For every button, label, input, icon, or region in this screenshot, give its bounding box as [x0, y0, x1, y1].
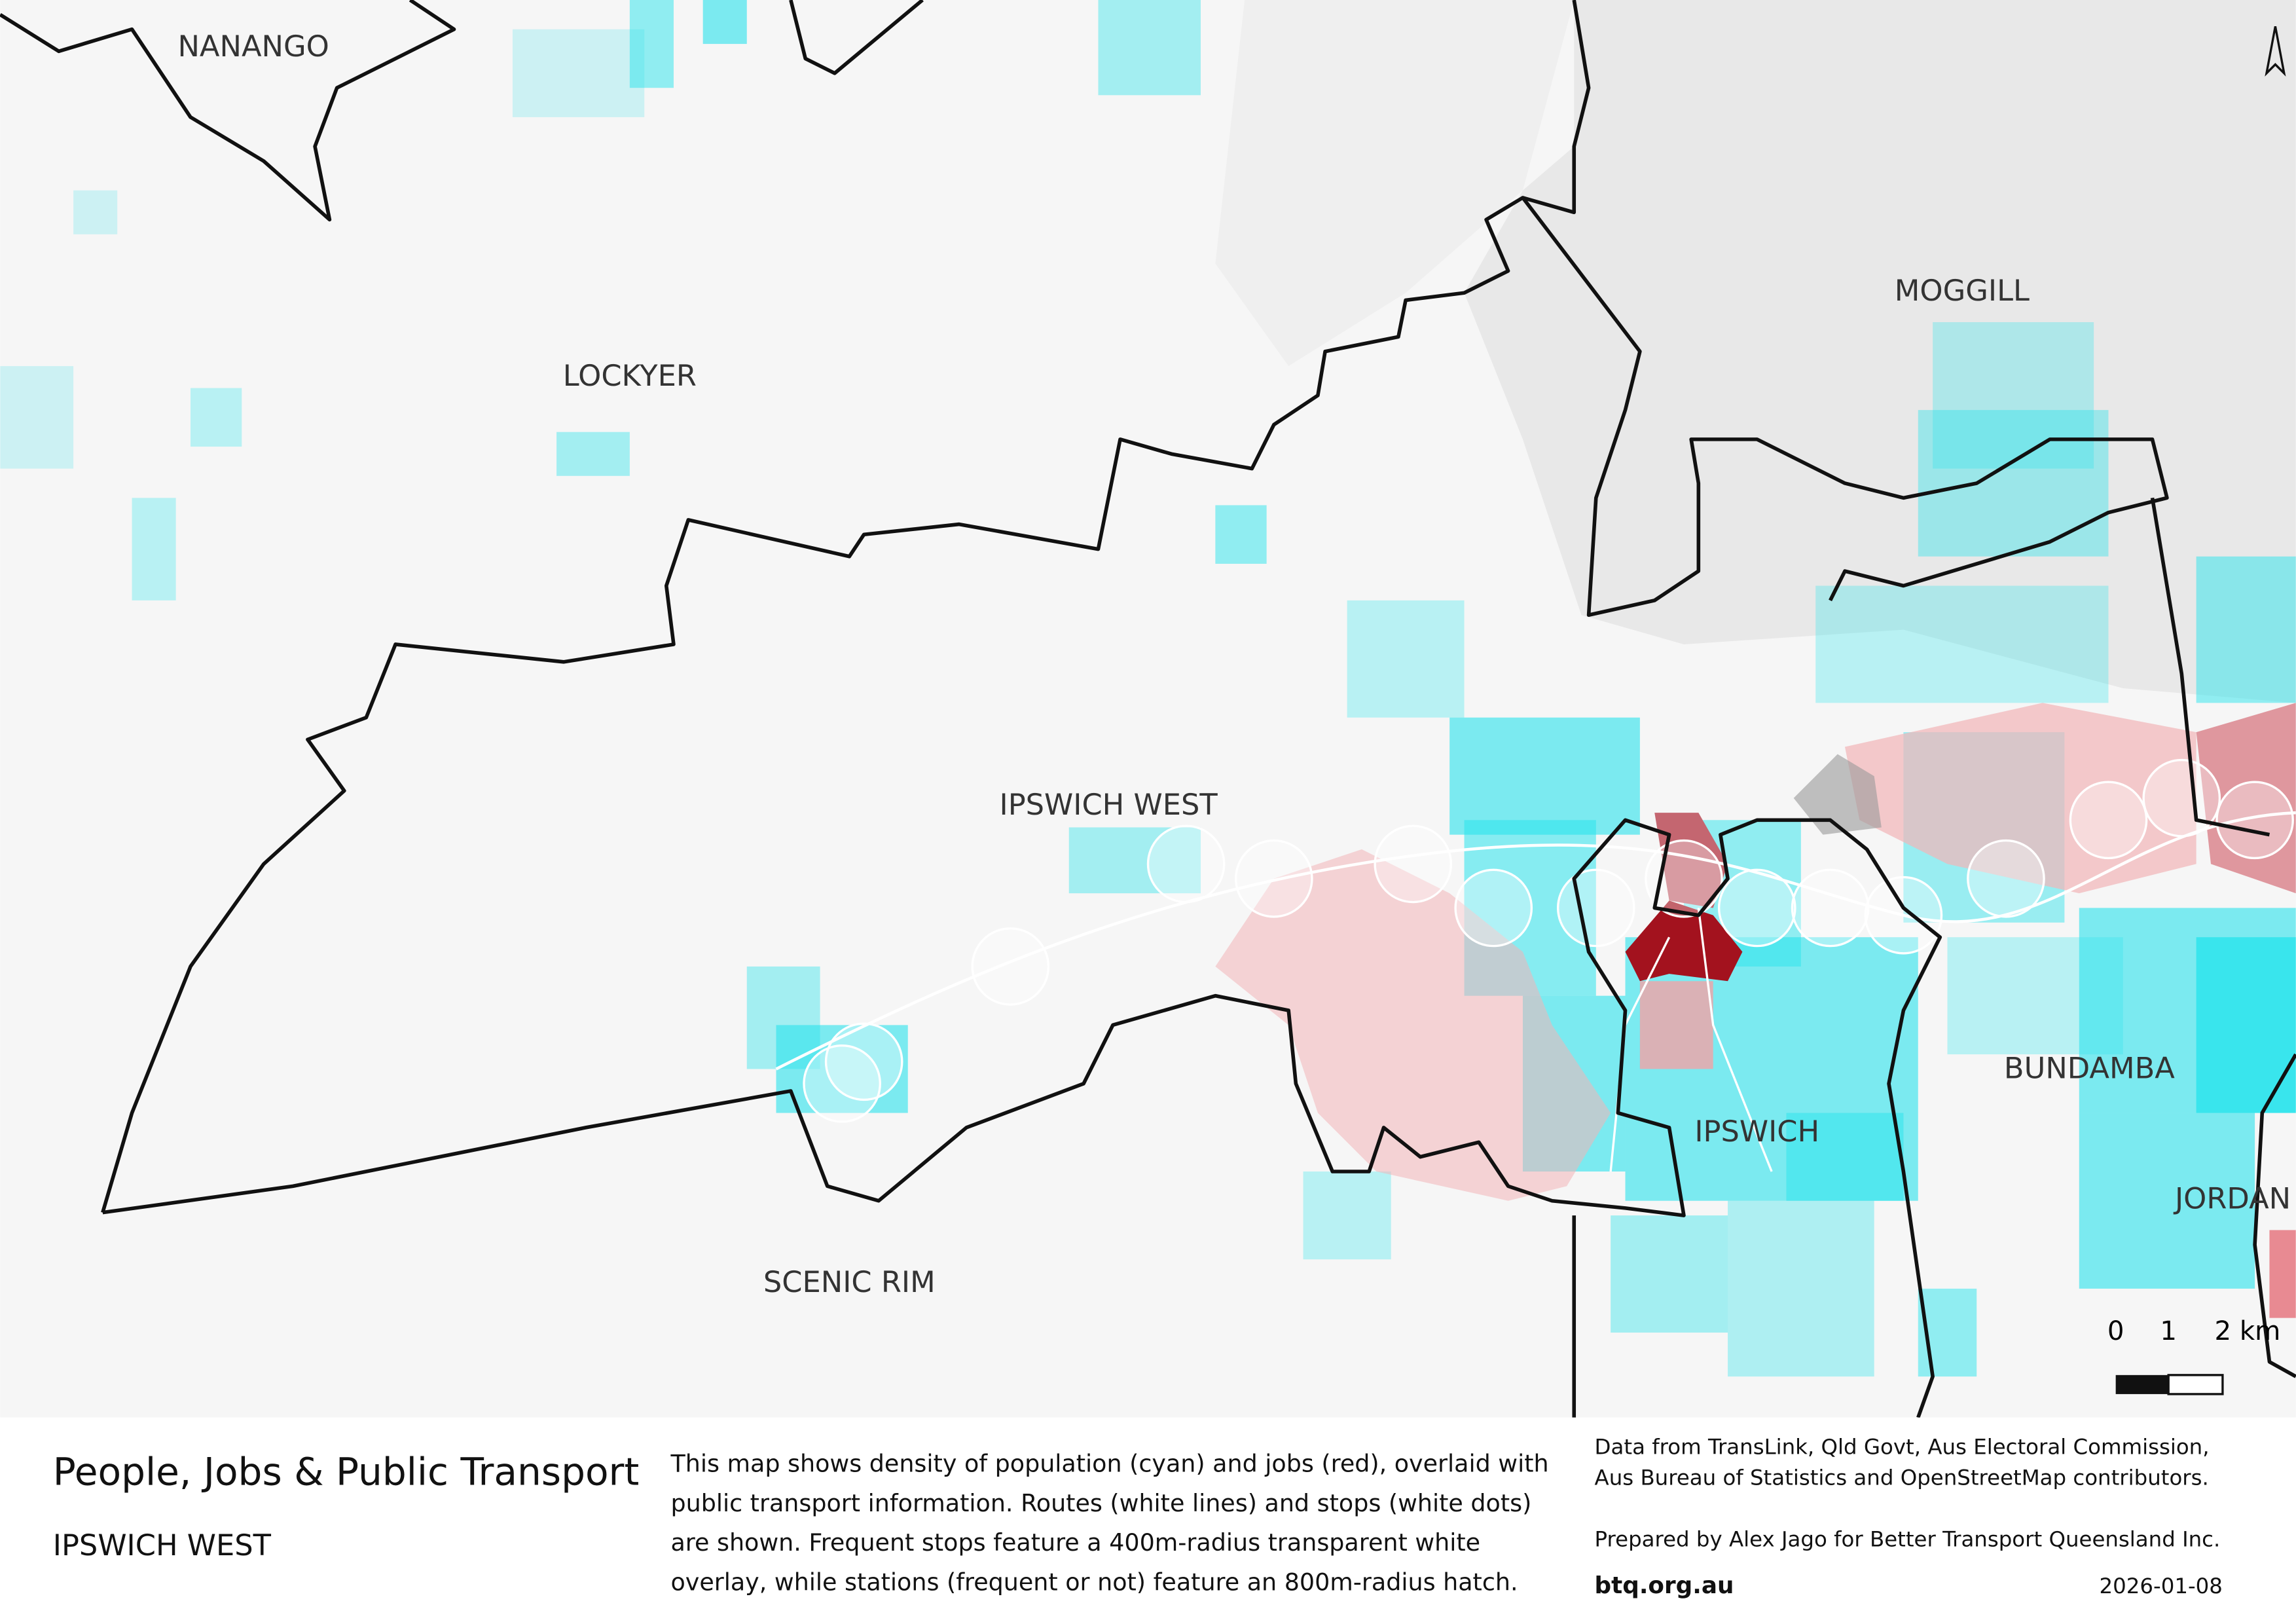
population-density — [1611, 1215, 1728, 1333]
map-title: People, Jobs & Public Transport — [53, 1450, 639, 1494]
jobs-density — [1844, 703, 2196, 894]
north-arrow — [2265, 26, 2286, 77]
jobs-density — [1215, 849, 1611, 1201]
jobs-density — [2196, 703, 2296, 894]
frequent-stop-overlay — [1967, 839, 2045, 918]
description-line: public transport information. Routes (wh… — [670, 1489, 1531, 1517]
population-density — [2196, 556, 2296, 703]
scale-segment — [2115, 1375, 2169, 1394]
jobs-density — [1625, 900, 1743, 982]
website: btq.org.au — [1595, 1572, 1734, 1599]
population-density — [1786, 1113, 1904, 1201]
jobs-density — [1654, 813, 1728, 908]
population-density — [1347, 600, 1465, 718]
description-line: overlay, while stations (frequent or not… — [670, 1568, 1518, 1596]
map-subtitle: IPSWICH WEST — [53, 1528, 272, 1562]
route-line — [775, 811, 2296, 1071]
electorate-boundary — [1521, 196, 2169, 618]
region-label: JORDAN — [2173, 1181, 2291, 1216]
frequent-stop-overlay — [1146, 824, 1226, 904]
urban-area — [1215, 0, 1575, 367]
frequent-stop-overlay — [1374, 824, 1453, 904]
population-density — [1918, 410, 2109, 557]
date: 2026-01-08 — [2100, 1574, 2223, 1598]
map-layers — [0, 0, 2296, 1418]
population-density — [512, 29, 645, 117]
description: This map shows density of population (cy… — [670, 1449, 1548, 1596]
population-density — [1303, 1171, 1391, 1260]
electorate-boundary — [2150, 497, 2270, 837]
description-line: This map shows density of population (cy… — [670, 1449, 1548, 1477]
jobs-density — [2269, 1230, 2296, 1318]
population-density — [1449, 717, 1640, 835]
credit-line: Aus Bureau of Statistics and OpenStreetM… — [1595, 1466, 2209, 1490]
scale-bar: 0 1 2 km — [2107, 1316, 2280, 1395]
region-label: LOCKYER — [563, 358, 697, 393]
frequent-stop-overlay — [803, 1044, 881, 1123]
region-label: IPSWICH WEST — [1000, 787, 1218, 822]
region-label: SCENIC RIM — [763, 1264, 936, 1299]
population-density — [190, 388, 242, 447]
urban-area — [1464, 0, 2296, 703]
north-arrow-shape — [2265, 26, 2286, 77]
region-label: IPSWICH — [1694, 1114, 1819, 1149]
scale-segment — [2167, 1374, 2224, 1395]
population-density — [702, 0, 747, 45]
region-label: NANANGO — [177, 29, 329, 64]
population-density — [629, 0, 674, 88]
population-density — [73, 190, 118, 234]
population-density — [1098, 0, 1201, 96]
population-density — [1068, 827, 1201, 894]
population-density — [0, 366, 74, 469]
population-density — [2196, 937, 2296, 1113]
population-density — [1215, 505, 1267, 564]
region-label: BUNDAMBA — [2004, 1051, 2175, 1086]
frequent-stop-overlay — [971, 927, 1050, 1006]
prepared-by: Prepared by Alex Jago for Better Transpo… — [1595, 1526, 2221, 1551]
frequent-stop-overlay — [1234, 839, 1313, 918]
station-area — [1793, 754, 1882, 835]
population-density — [132, 498, 176, 600]
frequent-stop-overlay — [1791, 868, 1870, 948]
population-density — [1933, 322, 2094, 469]
electorate-boundary — [2253, 1053, 2296, 1378]
scale-label: 1 — [2160, 1316, 2177, 1346]
credit-line: Data from TransLink, Qld Govt, Aus Elect… — [1595, 1435, 2210, 1460]
frequent-stop-overlay — [2215, 781, 2294, 860]
electorate-boundary — [789, 0, 924, 75]
jobs-density — [1639, 981, 1713, 1069]
population-density — [1728, 1200, 1874, 1377]
frequent-stop-overlay — [824, 1022, 903, 1101]
frequent-stop-overlay — [2142, 758, 2221, 838]
frequent-stop-overlay — [1717, 868, 1796, 948]
frequent-stop-overlay — [1556, 868, 1635, 948]
scale-label: 2 km — [2214, 1316, 2280, 1346]
credits: Data from TransLink, Qld Govt, Aus Elect… — [1595, 1435, 2223, 1599]
electorate-boundary — [101, 0, 1591, 1213]
frequent-stop-overlay — [1454, 868, 1533, 948]
population-density — [776, 1025, 908, 1113]
region-label: MOGGILL — [1895, 273, 2030, 308]
frequent-stop-overlay — [2069, 781, 2148, 860]
description-line: are shown. Frequent stops feature a 400m… — [670, 1528, 1480, 1557]
scale-label: 0 — [2107, 1316, 2124, 1346]
population-density — [556, 432, 630, 476]
electorate-boundary — [0, 0, 456, 222]
population-density — [1815, 585, 2109, 703]
population-density — [2079, 1113, 2255, 1289]
region-labels: NANANGO LOCKYER MOGGILL IPSWICH WEST BUN… — [177, 29, 2291, 1299]
electorate-boundary — [102, 818, 1942, 1418]
footer-background — [0, 1417, 2296, 1624]
